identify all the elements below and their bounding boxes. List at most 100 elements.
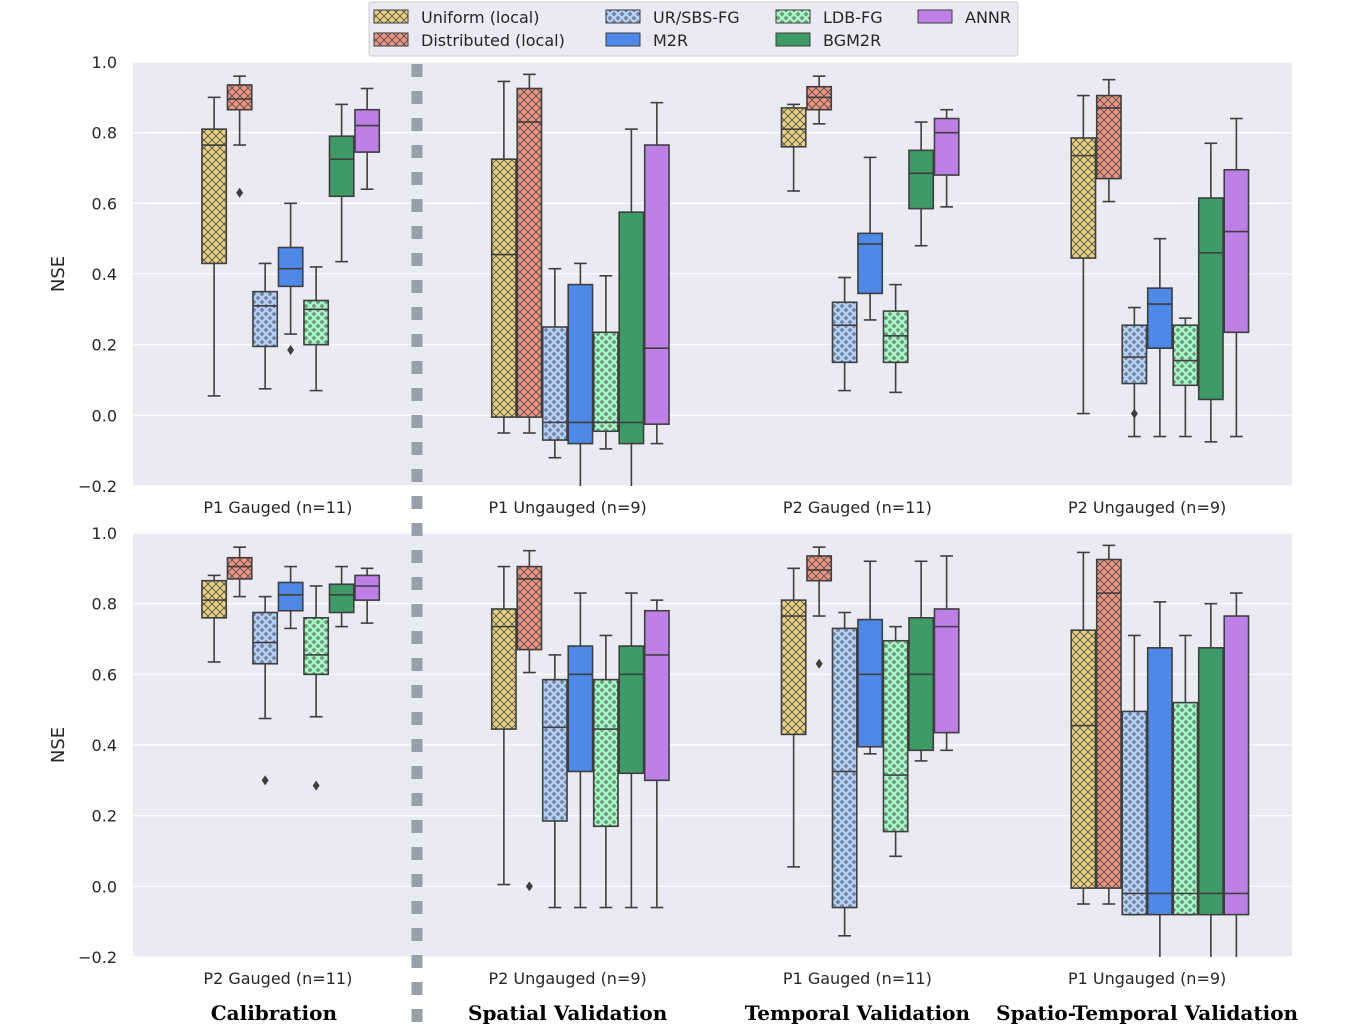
iqr-box bbox=[933, 608, 960, 734]
iqr-box bbox=[490, 608, 517, 730]
legend-swatch bbox=[373, 32, 409, 47]
box-m2r bbox=[1146, 601, 1173, 957]
stage-label: Spatio-Temporal Validation bbox=[996, 1001, 1298, 1025]
iqr-box bbox=[882, 639, 909, 833]
iqr-box bbox=[831, 627, 858, 909]
box-annr bbox=[354, 87, 381, 190]
y-tick-label: −0.2 bbox=[78, 477, 117, 496]
box-uniform-local- bbox=[780, 567, 807, 868]
box-uniform-local- bbox=[1070, 551, 1097, 905]
legend-item: ANNR bbox=[917, 8, 1011, 27]
y-tick-label: 0.0 bbox=[92, 406, 117, 425]
y-axis-label: NSE bbox=[48, 727, 69, 763]
box-ur-sbs-fg bbox=[1121, 306, 1148, 438]
box-distributed-local- bbox=[1095, 544, 1122, 905]
iqr-box bbox=[201, 579, 228, 619]
box-distributed-local- bbox=[806, 546, 833, 669]
iqr-box bbox=[354, 574, 381, 601]
box-ldb-fg bbox=[882, 625, 909, 858]
iqr-box bbox=[857, 232, 884, 295]
y-tick-label: 0.6 bbox=[92, 665, 117, 684]
iqr-box bbox=[1223, 615, 1250, 916]
iqr-box bbox=[541, 326, 568, 441]
outlier-marker bbox=[815, 658, 823, 669]
y-tick-label: 0.8 bbox=[92, 595, 117, 614]
box-annr bbox=[643, 101, 670, 445]
box-ldb-fg bbox=[1172, 317, 1199, 438]
legend-item: UR/SBS-FG bbox=[605, 8, 740, 27]
box-ur-sbs-fg bbox=[252, 262, 279, 390]
iqr-box bbox=[1172, 324, 1199, 387]
box-distributed-local- bbox=[226, 546, 253, 598]
legend-item: Uniform (local) bbox=[373, 8, 539, 27]
outlier-marker bbox=[236, 187, 244, 198]
panel-2: −0.2 0.0 0.2 0.4 0.6 0.8 1.0 NSE P2 Gauged (n=11… bbox=[48, 524, 1292, 988]
box-bgm2r bbox=[1197, 142, 1224, 443]
y-tick-label: 0.0 bbox=[92, 877, 117, 896]
outlier-marker bbox=[1130, 408, 1138, 419]
stage-label: Spatial Validation bbox=[468, 1001, 668, 1025]
y-tick-label: 0.4 bbox=[92, 736, 117, 755]
box-m2r bbox=[857, 560, 884, 755]
iqr-box bbox=[1223, 168, 1250, 334]
legend-label: ANNR bbox=[965, 8, 1011, 27]
iqr-box bbox=[1095, 558, 1122, 889]
iqr-box bbox=[328, 135, 355, 198]
iqr-box bbox=[908, 616, 935, 752]
legend-swatch bbox=[775, 9, 811, 24]
box-ldb-fg bbox=[592, 634, 619, 909]
box-bgm2r bbox=[908, 560, 935, 762]
box-annr bbox=[1223, 592, 1250, 957]
box-annr bbox=[933, 108, 960, 208]
iqr-box bbox=[1121, 710, 1148, 916]
iqr-box bbox=[780, 599, 807, 736]
x-tick-label: P2 Gauged (n=11) bbox=[203, 969, 352, 988]
iqr-box bbox=[303, 616, 330, 676]
boxes bbox=[201, 544, 1250, 957]
legend-item: LDB-FG bbox=[775, 8, 883, 27]
iqr-box bbox=[882, 310, 909, 364]
iqr-box bbox=[1146, 647, 1173, 916]
box-distributed-local- bbox=[516, 73, 543, 434]
x-tick-label: P1 Ungauged (n=9) bbox=[1068, 969, 1226, 988]
box-uniform-local- bbox=[201, 96, 228, 397]
y-tick-label: 0.4 bbox=[92, 265, 117, 284]
iqr-box bbox=[1172, 701, 1199, 916]
box-m2r bbox=[277, 565, 304, 630]
iqr-box bbox=[643, 609, 670, 782]
iqr-box bbox=[1146, 287, 1173, 349]
iqr-box bbox=[618, 211, 645, 445]
legend-swatch bbox=[917, 9, 953, 24]
box-ur-sbs-fg bbox=[831, 276, 858, 392]
iqr-box bbox=[252, 290, 279, 348]
legend-label: M2R bbox=[653, 31, 688, 50]
iqr-box bbox=[277, 246, 304, 288]
iqr-box bbox=[1197, 647, 1224, 916]
box-bgm2r bbox=[618, 128, 645, 486]
legend-swatch bbox=[605, 9, 641, 24]
box-m2r bbox=[277, 202, 304, 355]
x-tick-label: P2 Gauged (n=11) bbox=[783, 498, 932, 517]
box-m2r bbox=[567, 262, 594, 486]
legend-label: UR/SBS-FG bbox=[653, 8, 740, 27]
box-ur-sbs-fg bbox=[541, 267, 568, 459]
box-bgm2r bbox=[328, 565, 355, 628]
box-annr bbox=[354, 567, 381, 624]
iqr-box bbox=[618, 645, 645, 775]
outlier-marker bbox=[312, 780, 320, 791]
box-distributed-local- bbox=[226, 75, 253, 198]
legend-item: BGM2R bbox=[775, 31, 881, 50]
box-ur-sbs-fg bbox=[252, 595, 279, 786]
iqr-box bbox=[541, 678, 568, 822]
box-ldb-fg bbox=[303, 266, 330, 392]
iqr-box bbox=[1121, 324, 1148, 385]
y-tick-label: 1.0 bbox=[92, 53, 117, 72]
y-axis-label: NSE bbox=[48, 256, 69, 292]
y-tick-label: 0.2 bbox=[92, 807, 117, 826]
legend-label: Uniform (local) bbox=[421, 8, 539, 27]
box-uniform-local- bbox=[201, 574, 228, 663]
box-ldb-fg bbox=[1172, 634, 1199, 916]
box-uniform-local- bbox=[1070, 94, 1097, 415]
iqr-box bbox=[1197, 197, 1224, 401]
box-ur-sbs-fg bbox=[1121, 634, 1148, 916]
